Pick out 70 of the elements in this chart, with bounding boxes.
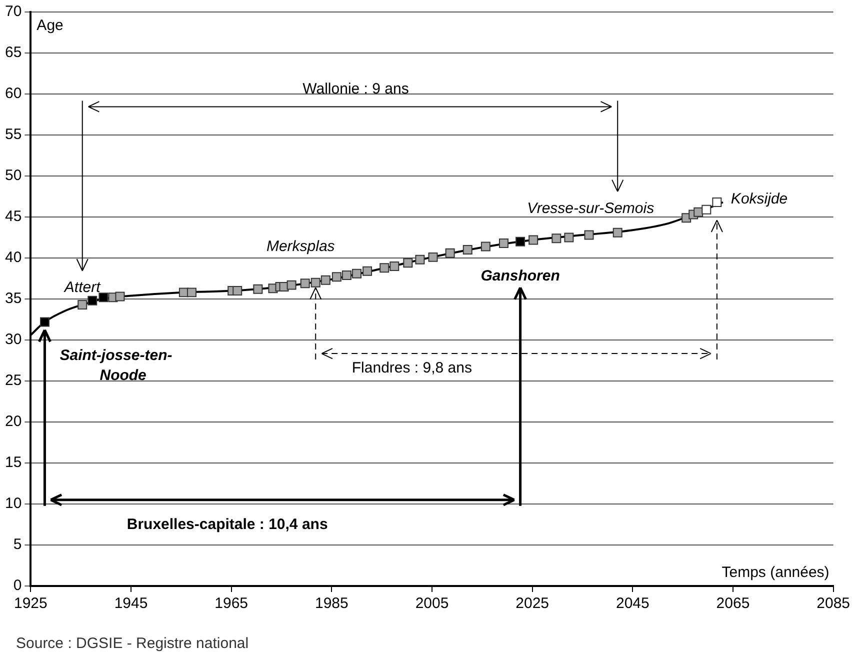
y-tick-label: 40 xyxy=(4,249,22,266)
annotation: Ganshoren xyxy=(480,268,560,285)
point xyxy=(98,292,108,302)
point xyxy=(403,258,413,268)
annotation: Saint-josse-ten-Noode xyxy=(60,347,172,384)
point xyxy=(362,266,372,276)
y-tick-label: 50 xyxy=(4,167,22,184)
annotation: Merksplas xyxy=(266,238,336,255)
point xyxy=(584,230,594,240)
point xyxy=(88,296,98,306)
point xyxy=(528,235,538,245)
point xyxy=(552,234,562,244)
point xyxy=(320,275,330,285)
y-tick-label: 20 xyxy=(4,413,22,430)
point xyxy=(712,198,722,207)
x-tick-label: 2085 xyxy=(816,595,850,612)
point xyxy=(78,300,88,310)
x-tick-label: 2025 xyxy=(516,595,550,612)
y-tick-label: 45 xyxy=(4,208,22,226)
y-axis-title: Age xyxy=(36,17,64,34)
point xyxy=(498,238,508,248)
point xyxy=(232,286,242,296)
point xyxy=(115,292,125,302)
point xyxy=(428,252,438,262)
x-tick-label: 2045 xyxy=(616,595,650,612)
x-tick-label: 2065 xyxy=(716,595,750,612)
y-tick-label: 30 xyxy=(4,331,22,348)
point xyxy=(702,204,712,214)
point xyxy=(516,236,526,246)
point xyxy=(310,278,320,288)
point xyxy=(300,278,310,288)
point xyxy=(390,261,400,271)
point xyxy=(445,248,455,258)
point xyxy=(40,317,50,327)
x-axis-title: Temps (années) xyxy=(722,564,830,581)
point xyxy=(332,272,342,282)
y-tick-label: 15 xyxy=(4,454,22,472)
point xyxy=(380,263,390,273)
source-note: Source : DGSIE - Registre national xyxy=(16,635,249,652)
y-tick-label: 60 xyxy=(4,85,22,102)
point xyxy=(186,288,196,298)
point xyxy=(286,280,296,290)
x-tick-label: 1925 xyxy=(14,595,48,612)
y-tick-label: 25 xyxy=(4,372,22,390)
point xyxy=(415,254,425,264)
x-tick-label: 2005 xyxy=(415,595,449,612)
annotation: Flandres : 9,8 ans xyxy=(352,360,472,376)
y-tick-label: 5 xyxy=(13,536,22,554)
annotation: Bruxelles-capitale : 10,4 ans xyxy=(126,516,328,533)
point xyxy=(694,207,704,217)
point xyxy=(352,268,362,278)
point xyxy=(480,242,490,252)
y-tick-label: 35 xyxy=(4,290,22,308)
y-tick-label: 10 xyxy=(4,495,22,512)
y-tick-label: 55 xyxy=(4,126,22,144)
point xyxy=(564,232,574,242)
annotation: Vresse-sur-Semois xyxy=(527,200,655,217)
annotation: Wallonie : 9 ans xyxy=(302,80,409,98)
point xyxy=(612,228,622,238)
point xyxy=(342,270,352,280)
y-tick-label: 0 xyxy=(13,577,22,594)
y-tick-label: 65 xyxy=(4,44,22,62)
point xyxy=(253,284,263,294)
x-tick-label: 1945 xyxy=(114,595,148,612)
annotation: Attert xyxy=(63,278,102,296)
annotation: Koksijde xyxy=(730,190,788,208)
x-tick-label: 1965 xyxy=(214,595,248,612)
point xyxy=(462,245,472,255)
y-tick-label: 70 xyxy=(4,3,22,20)
x-tick-label: 1985 xyxy=(314,595,348,612)
